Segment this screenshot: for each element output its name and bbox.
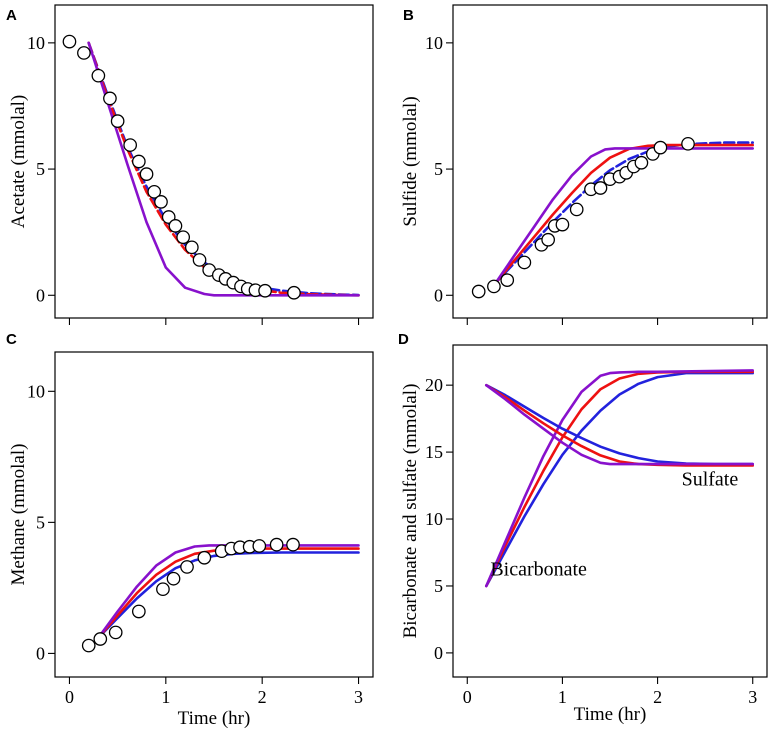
y-tick-label: 15 [425,442,443,462]
series-line-red [97,547,360,640]
plot-frame [452,4,768,319]
series-line-purple [87,41,360,297]
data-point [252,539,267,553]
series-line-red [494,143,755,285]
data-point [156,582,170,597]
annotation-sulfate: Sulfate [682,469,739,491]
data-point [81,638,96,653]
x-tick-label: 0 [65,687,74,707]
data-point [93,632,108,646]
plot-frame [452,344,768,678]
data-point [681,136,695,151]
plot-frame [54,351,374,678]
panel-a: A 0 5 10 Acetate (mmolal) [6,4,374,325]
y-axis-title: Acetate (mmolal) [8,95,29,228]
data-point [91,68,106,83]
data-point [131,154,146,169]
data-point [192,253,207,267]
data-point [180,560,194,574]
y-tick-label: 0 [36,285,45,305]
x-tick-label: 1 [558,687,567,707]
x-tick-label: 2 [653,687,662,707]
panel-letter: A [6,7,17,24]
panel-letter: C [6,331,17,348]
series-line-sulfate-red [484,383,755,467]
annotation-bicarbonate: Bicarbonate [490,558,587,580]
data-point [168,219,183,233]
series-line-bicarbonate-purple [484,369,755,588]
data-point [123,138,138,152]
x-tick-label: 3 [748,687,757,707]
data-point [487,279,501,294]
y-tick-label: 10 [27,33,45,53]
data-point [131,604,146,619]
data-point [147,184,162,199]
data-point [517,255,532,270]
x-axis-title: Time (hr) [574,704,647,725]
y-tick-label: 5 [434,159,443,179]
y-tick-label: 0 [434,285,443,305]
y-tick-label: 0 [434,643,443,663]
y-tick-label: 5 [434,576,443,596]
series-line-blue [97,551,360,640]
series-line-purple [494,147,755,285]
data-point [500,273,515,287]
data-point [569,202,584,217]
data-point [258,283,272,298]
y-axis-title: Bicarbonate and sulfate (mmolal) [400,384,421,639]
x-tick-label: 0 [463,687,472,707]
data-point [593,181,608,195]
x-tick-label: 3 [354,687,363,707]
y-tick-label: 5 [36,159,45,179]
data-point [110,114,125,128]
data-point [555,217,570,232]
data-point [166,571,181,586]
data-point [108,625,123,640]
data-point [634,155,649,170]
data-point [62,34,77,49]
data-point [471,284,486,299]
y-tick-label: 10 [425,509,443,529]
series-line-sulfate-purple [484,383,755,466]
y-tick-label: 10 [425,33,443,53]
y-tick-label: 5 [36,512,45,532]
data-point [653,140,668,155]
data-point [197,550,212,565]
data-point [103,91,117,106]
data-point [154,195,168,209]
data-point [287,285,301,300]
y-tick-label: 0 [36,643,45,663]
y-axis-title: Methane (mmolal) [8,444,29,586]
data-point [139,167,154,181]
panel-b: B 0 5 10 Sulfide (mmolal) [400,4,768,325]
data-point [269,537,284,552]
series-line-blue [494,141,755,285]
y-tick-label: 10 [27,381,45,401]
panel-letter: D [398,331,409,348]
panel-letter: B [403,7,414,24]
x-axis-title: Time (hr) [178,708,251,729]
y-axis-title: Sulfide (mmolal) [400,96,421,226]
y-tick-label: 20 [425,375,443,395]
data-point [176,230,191,245]
data-point [77,46,91,60]
data-point [184,240,199,255]
series-line-sulfate-blue [484,383,755,466]
x-tick-label: 2 [258,687,267,707]
panel-c: C 0 1 2 3 0 5 10 Methane (mmolal) Time (hr) [6,331,374,729]
data-point [541,232,556,247]
x-tick-label: 1 [161,687,170,707]
plot-frame [54,4,374,319]
data-point [286,537,300,552]
